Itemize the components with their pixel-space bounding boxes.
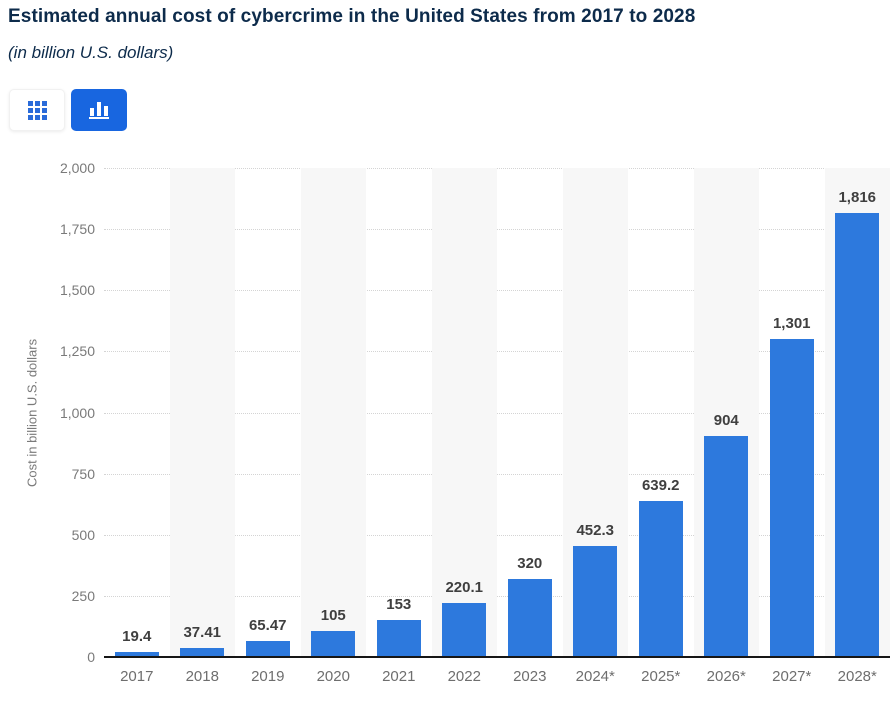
column-2021: 153 2021	[366, 168, 432, 685]
bar-value-label: 153	[386, 595, 412, 613]
column-2028: 1,816 2028*	[824, 168, 890, 685]
bar-value-label: 904	[713, 412, 739, 429]
bar-value-label: 65.47	[248, 617, 287, 634]
gridline	[104, 412, 890, 414]
column-2022: 220.1 2022	[431, 168, 497, 685]
table-view-button[interactable]	[9, 89, 65, 131]
bar-value-label: 105	[320, 607, 346, 625]
bar-value-label: 19.4	[122, 628, 152, 646]
bar-2028[interactable]	[835, 213, 880, 657]
column-2027: 1,301 2027*	[759, 168, 825, 685]
x-tick-label: 2026*	[706, 668, 746, 685]
bar-2024[interactable]	[573, 546, 618, 657]
bar-value-label: 1,301	[772, 314, 811, 332]
x-tick-label: 2021	[382, 668, 416, 685]
plot-area: 19.4 2017 37.41 2018 65.47 2019 105 2020 153 2021…	[104, 168, 890, 685]
column-2017: 19.4 2017	[104, 168, 170, 685]
x-tick-label: 2025*	[641, 668, 681, 685]
x-axis-baseline	[104, 656, 890, 658]
x-tick-label: 2028*	[837, 668, 877, 685]
x-tick-label: 2019	[251, 668, 285, 685]
bar-value-label: 37.41	[183, 623, 222, 641]
y-tick-label: 750	[71, 465, 95, 482]
bar-2017[interactable]	[114, 652, 159, 657]
y-tick-label: 2,000	[59, 160, 95, 176]
chart-view-button[interactable]	[71, 89, 127, 131]
y-tick-label: 1,000	[59, 404, 95, 421]
x-tick-label: 2022	[447, 668, 481, 685]
y-tick-label: 1,250	[59, 343, 95, 360]
bar-2018[interactable]	[180, 647, 225, 657]
x-tick-label: 2023	[513, 668, 547, 685]
bar-2021[interactable]	[376, 619, 421, 657]
y-tick-label: 1,500	[59, 282, 95, 299]
gridline	[104, 351, 890, 353]
column-2025: 639.2 2025*	[628, 168, 694, 685]
bar-value-label: 320	[517, 554, 543, 572]
bar-2026[interactable]	[704, 436, 749, 657]
y-tick-label: 1,750	[59, 221, 95, 238]
bar-2023[interactable]	[507, 578, 552, 657]
gridline	[104, 229, 890, 231]
gridline	[104, 290, 890, 292]
bar-chart-icon	[89, 101, 109, 119]
bar-value-label: 452.3	[576, 522, 615, 540]
x-tick-label: 2017	[120, 668, 154, 685]
bar-2019[interactable]	[245, 641, 290, 657]
bar-2027[interactable]	[769, 338, 814, 657]
column-2018: 37.41 2018	[169, 168, 235, 685]
gridline	[104, 534, 890, 536]
column-2023: 320 2023	[497, 168, 563, 685]
page-title: Estimated annual cost of cybercrime in t…	[8, 6, 696, 27]
bar-2022[interactable]	[442, 603, 487, 657]
column-2019: 65.47 2019	[235, 168, 301, 685]
bar-2025[interactable]	[638, 500, 683, 657]
y-tick-label: 0	[87, 649, 95, 665]
page-subtitle: (in billion U.S. dollars)	[8, 43, 174, 62]
x-tick-label: 2024*	[575, 668, 615, 685]
gridline	[104, 595, 890, 597]
grid-icon	[27, 100, 47, 120]
bar-value-label: 1,816	[838, 189, 877, 206]
y-tick-label: 500	[71, 526, 95, 543]
column-2026: 904 2026*	[693, 168, 759, 685]
x-tick-label: 2018	[185, 668, 219, 685]
bar-value-label: 220.1	[445, 579, 484, 597]
x-tick-label: 2020	[316, 668, 350, 685]
column-2024: 452.3 2024*	[562, 168, 628, 685]
bar-value-label: 639.2	[641, 476, 680, 494]
x-tick-label: 2027*	[772, 668, 812, 685]
bar-2020[interactable]	[311, 631, 356, 657]
column-2020: 105 2020	[300, 168, 366, 685]
view-toggle-toolbar	[9, 89, 127, 131]
gridline	[104, 168, 890, 169]
gridline	[104, 473, 890, 475]
y-tick-label: 250	[71, 587, 95, 604]
